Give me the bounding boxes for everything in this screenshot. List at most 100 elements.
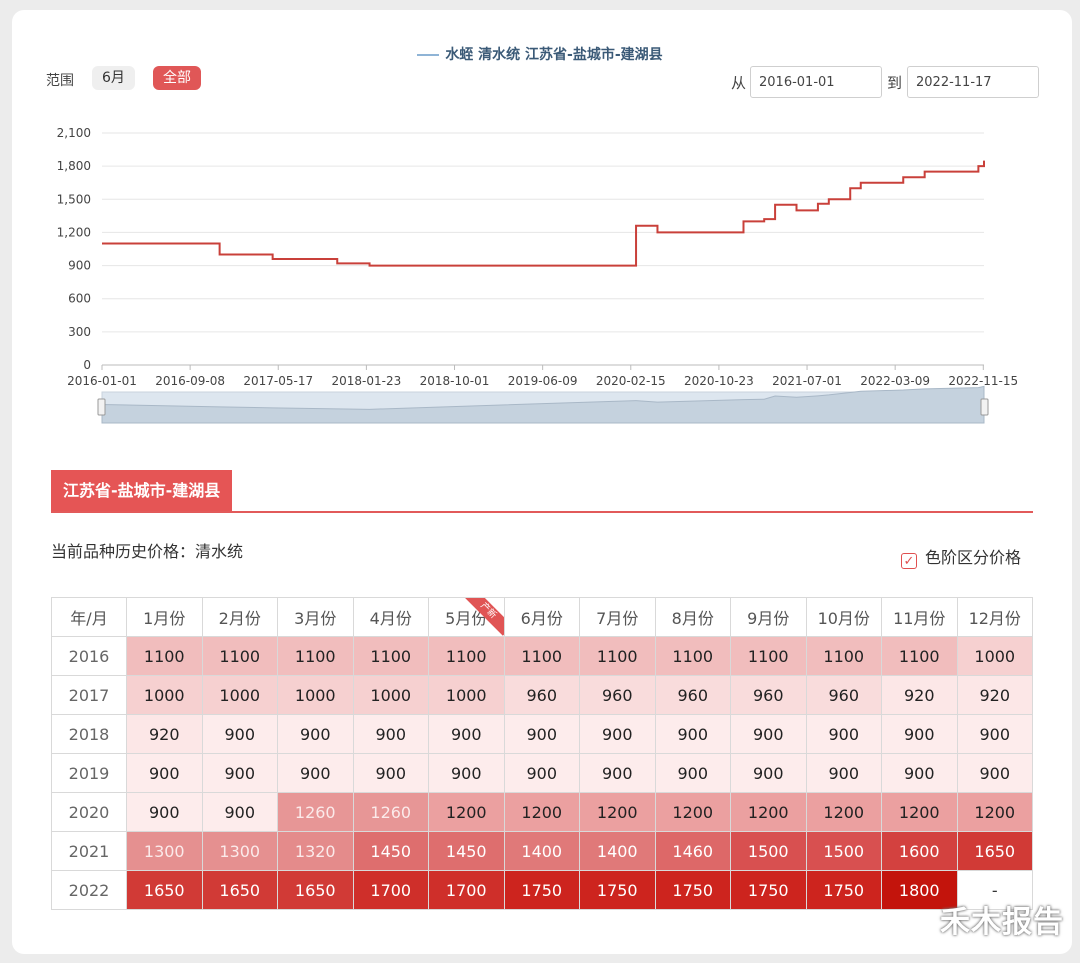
price-cell: 1260 xyxy=(352,792,429,832)
price-cell: 1100 xyxy=(730,636,807,676)
price-cell: 1700 xyxy=(352,870,429,910)
navigator-left-handle[interactable] xyxy=(97,398,106,416)
month-header: 8月份 xyxy=(654,597,731,637)
month-header-label: 9月份 xyxy=(747,609,790,628)
range-all-button[interactable]: 全部 xyxy=(153,66,201,90)
series-line xyxy=(102,160,985,267)
price-cell: 1800 xyxy=(881,870,958,910)
price-cell: 1200 xyxy=(503,792,580,832)
price-cell: 900 xyxy=(730,753,807,793)
month-header: 11月份 xyxy=(881,597,958,637)
month-header: 1月份 xyxy=(126,597,203,637)
price-subtitle: 当前品种历史价格：清水统 xyxy=(51,542,244,561)
watermark: 禾木报告 xyxy=(940,905,1064,940)
price-cell: 900 xyxy=(956,714,1033,754)
y-tick-label: 1,200 xyxy=(57,225,91,239)
price-cell: 1500 xyxy=(730,831,807,871)
price-cell: 900 xyxy=(352,714,429,754)
price-cell: 900 xyxy=(881,753,958,793)
price-cell: 1000 xyxy=(126,675,203,715)
price-cell: 1450 xyxy=(352,831,429,871)
from-label: 从 xyxy=(731,74,747,92)
month-header: 4月份 xyxy=(352,597,429,637)
month-header: 9月份 xyxy=(730,597,807,637)
price-cell: 1650 xyxy=(201,870,278,910)
price-cell: 900 xyxy=(201,753,278,793)
color-scale-label: 色阶区分价格 xyxy=(925,548,1022,567)
price-cell: 960 xyxy=(654,675,731,715)
checkbox-checked-icon[interactable]: ✓ xyxy=(901,553,917,569)
section-title[interactable]: 江苏省-盐城市-建湖县 xyxy=(51,470,233,511)
month-header-label: 12月份 xyxy=(968,609,1021,628)
year-cell: 2020 xyxy=(51,792,127,832)
price-cell: 1260 xyxy=(277,792,354,832)
x-tick-label: 2018-01-23 xyxy=(332,374,402,388)
range-6m-button[interactable]: 6月 xyxy=(92,66,135,90)
price-cell: 1100 xyxy=(654,636,731,676)
price-cell: 1500 xyxy=(805,831,882,871)
price-cell: 1200 xyxy=(654,792,731,832)
y-tick-label: 1,800 xyxy=(57,159,91,173)
chart-legend[interactable]: 水蛭 清水统 江苏省-盐城市-建湖县 xyxy=(0,44,1080,64)
price-cell: 1750 xyxy=(654,870,731,910)
price-cell: 900 xyxy=(654,714,731,754)
month-header-label: 3月份 xyxy=(294,609,337,628)
price-cell: 1750 xyxy=(805,870,882,910)
to-label: 到 xyxy=(887,74,903,92)
price-cell: 1750 xyxy=(730,870,807,910)
x-tick-label: 2020-02-15 xyxy=(596,374,666,388)
month-header-label: 7月份 xyxy=(596,609,639,628)
table-row: 2020 900 900 1260 1260 1200 1200 1200 1200 1200 12… xyxy=(51,792,1033,832)
price-cell: 1650 xyxy=(126,870,203,910)
price-cell: 1450 xyxy=(428,831,505,871)
price-cell: 920 xyxy=(126,714,203,754)
price-cell: 1000 xyxy=(201,675,278,715)
legend-line-icon xyxy=(417,54,440,56)
x-tick-label: 2017-05-17 xyxy=(243,374,313,388)
range-label: 范围 xyxy=(46,73,74,89)
price-cell: 1750 xyxy=(579,870,656,910)
price-cell: 1100 xyxy=(352,636,429,676)
navigator-series-area xyxy=(101,385,985,424)
price-cell: 900 xyxy=(881,714,958,754)
price-cell: 1100 xyxy=(277,636,354,676)
x-tick-label: 2021-07-01 xyxy=(772,374,842,388)
month-header-label: 6月份 xyxy=(520,609,563,628)
month-header-label: 11月份 xyxy=(893,609,946,628)
month-header: 6月份 xyxy=(503,597,580,637)
x-tick-label: 2018-10-01 xyxy=(420,374,490,388)
navigator-right-handle[interactable] xyxy=(980,398,989,416)
price-cell: 1600 xyxy=(881,831,958,871)
price-cell: 900 xyxy=(956,753,1033,793)
price-cell: 1000 xyxy=(956,636,1033,676)
year-cell: 2022 xyxy=(51,870,127,910)
x-tick-label: 2016-09-08 xyxy=(155,374,225,388)
price-cell: 900 xyxy=(579,714,656,754)
price-cell: 900 xyxy=(579,753,656,793)
price-cell: 960 xyxy=(579,675,656,715)
price-cell: 900 xyxy=(201,792,278,832)
from-date-input[interactable] xyxy=(750,66,882,98)
price-cell: - xyxy=(956,870,1033,910)
table-row: 2022 1650 1650 1650 1700 1700 1750 1750 1750 1750… xyxy=(51,870,1033,910)
month-header-label: 8月份 xyxy=(671,609,714,628)
table-row: 2019 900 900 900 900 900 900 900 900 900 900 900 900 xyxy=(51,753,1033,793)
table-row: 2017 1000 1000 1000 1000 1000 960 960 960 960 960 9… xyxy=(51,675,1033,715)
year-cell: 2021 xyxy=(51,831,127,871)
month-header: 5月份 产新 xyxy=(428,597,505,637)
price-cell: 1320 xyxy=(277,831,354,871)
y-tick-label: 0 xyxy=(83,358,91,372)
month-header-label: 1月份 xyxy=(143,609,186,628)
x-tick-label: 2022-11-15 xyxy=(948,374,1018,388)
to-date-input[interactable] xyxy=(907,66,1039,98)
price-cell: 900 xyxy=(201,714,278,754)
section-header: 江苏省-盐城市-建湖县 xyxy=(51,470,1033,513)
price-cell: 1200 xyxy=(428,792,505,832)
legend-label: 水蛭 清水统 江苏省-盐城市-建湖县 xyxy=(445,47,663,63)
price-table: 年/月 1月份 2月份 3月份 4月份 5月份 产新 6月份 7月份 8月份 9月份 10月份 11月份… xyxy=(51,597,1033,910)
table-row: 2018 920 900 900 900 900 900 900 900 900 900 900 900 xyxy=(51,714,1033,754)
price-cell: 960 xyxy=(503,675,580,715)
price-cell: 900 xyxy=(428,753,505,793)
color-scale-toggle[interactable]: ✓ 色阶区分价格 xyxy=(901,544,1021,569)
price-cell: 920 xyxy=(956,675,1033,715)
